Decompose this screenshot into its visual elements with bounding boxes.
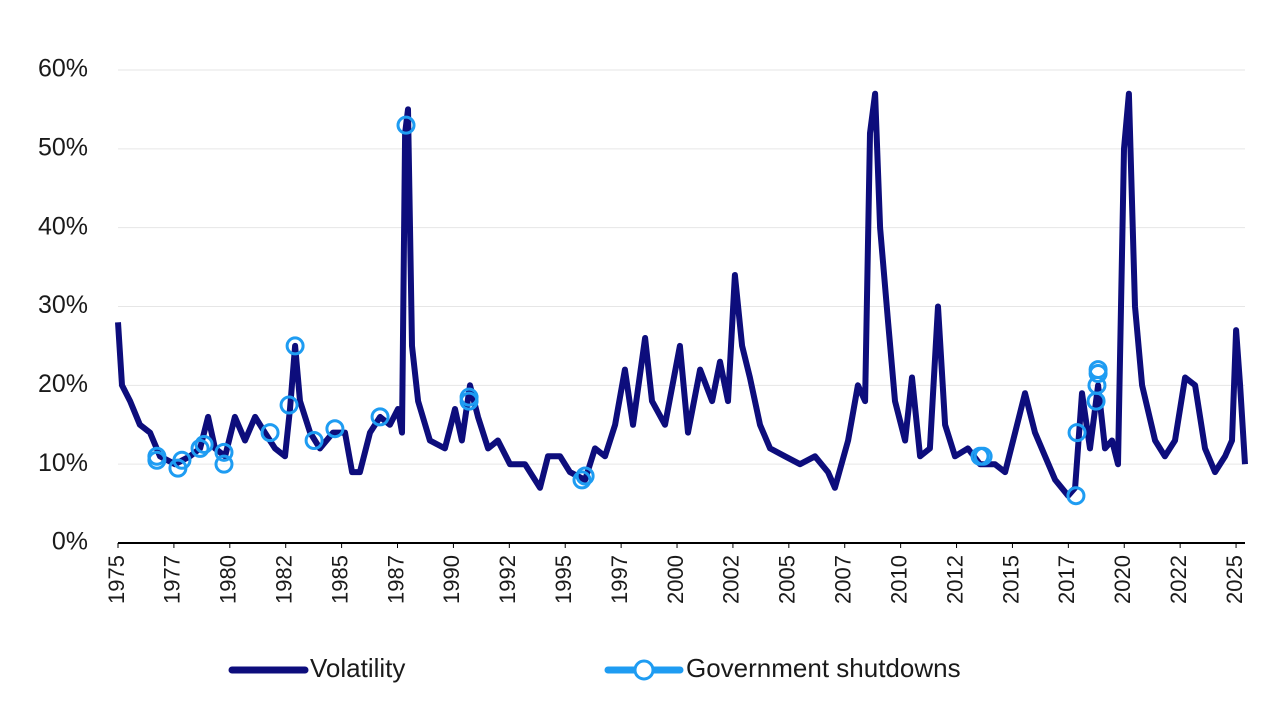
shutdown-marker <box>325 419 345 439</box>
x-tick-label: 1980 <box>216 555 241 604</box>
x-tick-label: 1992 <box>495 555 520 604</box>
shutdown-marker <box>304 431 324 451</box>
x-tick-label: 2017 <box>1054 555 1079 604</box>
x-tick-label: 2012 <box>942 555 967 604</box>
shutdown-marker <box>572 470 592 490</box>
shutdown-marker <box>459 387 479 407</box>
x-tick-label: 1995 <box>551 555 576 604</box>
legend-swatch-marker <box>633 659 655 681</box>
y-tick-label: 20% <box>38 370 88 398</box>
x-tick-label: 2005 <box>775 555 800 604</box>
shutdown-marker <box>214 442 234 462</box>
shutdown-marker <box>147 446 167 466</box>
legend-label: Government shutdowns <box>686 653 961 683</box>
x-tick-label: 2002 <box>719 555 744 604</box>
x-tick-label: 2025 <box>1222 555 1247 604</box>
legend-label: Volatility <box>310 653 405 683</box>
x-tick-label: 2020 <box>1110 555 1135 604</box>
x-tick-label: 1987 <box>383 555 408 604</box>
y-tick-label: 0% <box>52 528 88 556</box>
x-tick-label: 2000 <box>663 555 688 604</box>
shutdown-marker <box>285 336 305 356</box>
shutdown-marker <box>370 407 390 427</box>
x-tick-label: 1997 <box>607 555 632 604</box>
x-tick-label: 1977 <box>160 555 185 604</box>
shutdown-marker <box>1067 423 1087 443</box>
y-tick-label: 10% <box>38 449 88 477</box>
shutdown-marker <box>973 446 993 466</box>
shutdown-marker <box>172 450 192 470</box>
shutdown-marker <box>396 115 416 135</box>
x-tick-label: 1982 <box>272 555 297 604</box>
shutdown-marker <box>194 434 214 454</box>
x-tick-label: 2010 <box>886 555 911 604</box>
shutdown-marker <box>1088 364 1108 384</box>
shutdown-marker <box>260 423 280 443</box>
shutdown-marker <box>279 395 299 415</box>
shutdown-marker <box>190 438 210 458</box>
y-tick-label: 40% <box>38 212 88 240</box>
x-tick-label: 2015 <box>998 555 1023 604</box>
shutdown-marker <box>575 466 595 486</box>
x-tick-label: 2007 <box>831 555 856 604</box>
x-tick-label: 1985 <box>327 555 352 604</box>
shutdown-marker <box>214 454 234 474</box>
volatility-line <box>115 90 1248 499</box>
y-tick-label: 30% <box>38 291 88 319</box>
y-tick-label: 60% <box>38 55 88 83</box>
x-tick-label: 1975 <box>104 555 129 604</box>
y-tick-label: 50% <box>38 133 88 161</box>
shutdown-marker <box>1066 486 1086 506</box>
x-tick-label: 2022 <box>1166 555 1191 604</box>
x-tick-label: 1990 <box>439 555 464 604</box>
